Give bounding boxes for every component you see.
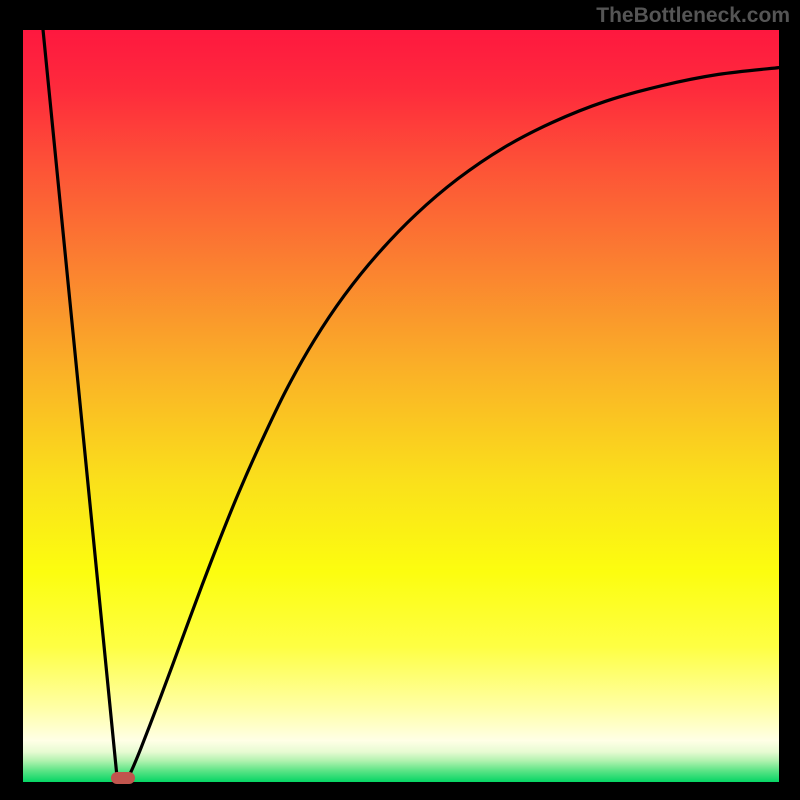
curve-right-branch: [128, 68, 779, 778]
curve-left-branch: [43, 30, 117, 778]
min-marker: [111, 772, 135, 784]
chart-container: TheBottleneck.com: [0, 0, 800, 800]
curve-svg: [23, 30, 779, 782]
plot-area: [23, 30, 779, 782]
watermark-text: TheBottleneck.com: [596, 4, 790, 28]
